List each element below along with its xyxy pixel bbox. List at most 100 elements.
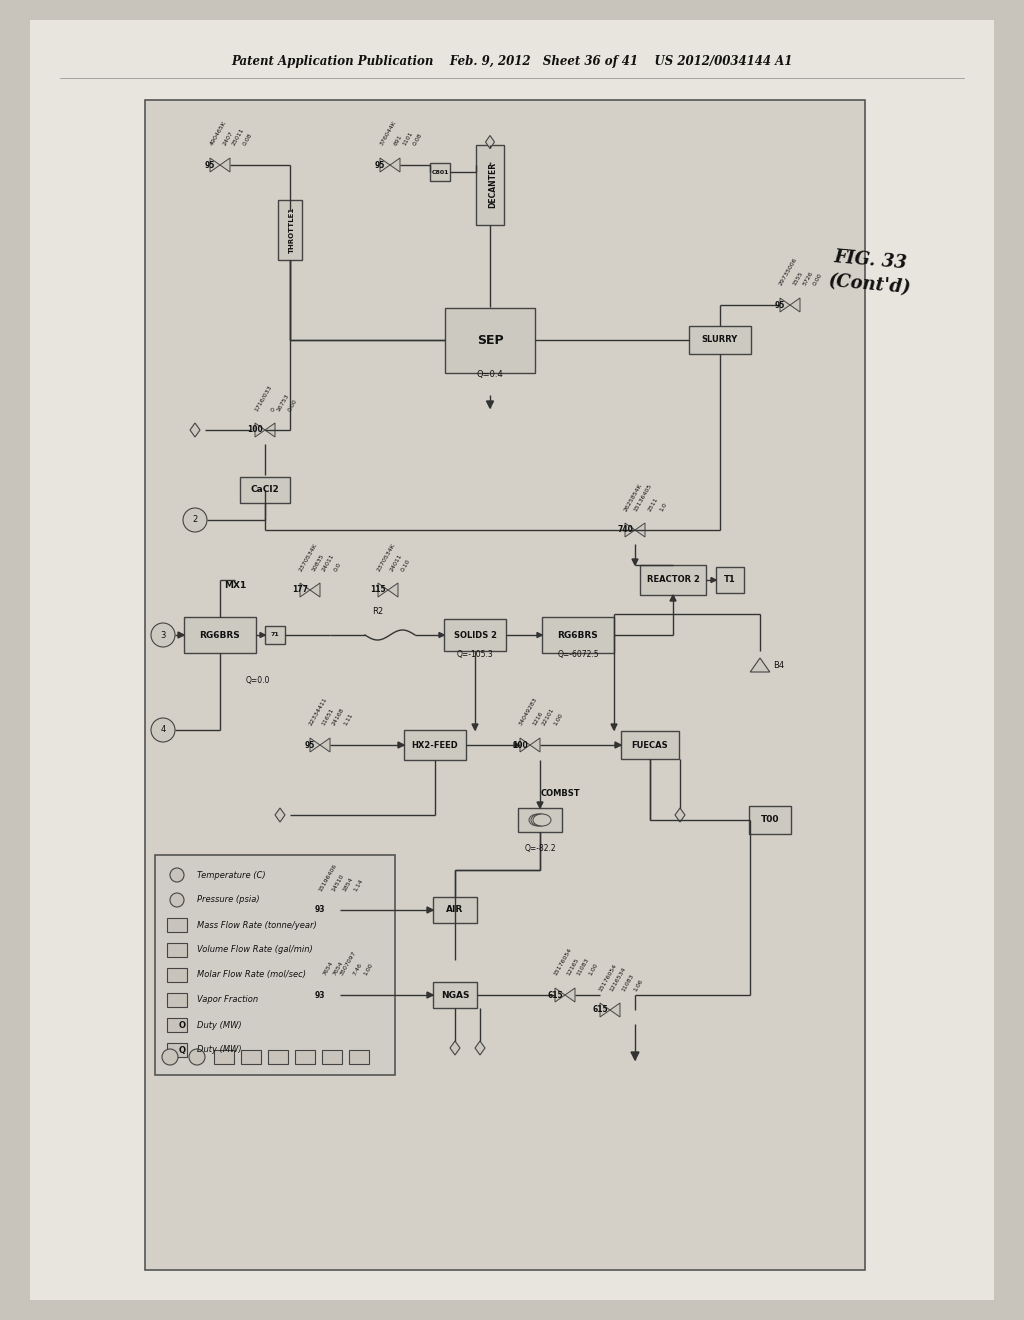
FancyBboxPatch shape — [167, 1043, 187, 1057]
Text: 615: 615 — [547, 990, 563, 999]
Text: 12165: 12165 — [566, 957, 580, 977]
Text: 1.06: 1.06 — [633, 978, 643, 993]
FancyBboxPatch shape — [240, 477, 290, 503]
FancyBboxPatch shape — [518, 808, 562, 832]
Text: 16753: 16753 — [275, 392, 290, 412]
Polygon shape — [310, 738, 319, 752]
Polygon shape — [300, 583, 310, 597]
Text: 1854: 1854 — [342, 876, 354, 892]
Text: 11083: 11083 — [621, 973, 635, 993]
Text: 10835: 10835 — [311, 553, 325, 572]
Text: SOLIDS 2: SOLIDS 2 — [454, 631, 497, 639]
Text: 100: 100 — [247, 425, 263, 434]
Text: 0.0: 0.0 — [334, 561, 343, 572]
Text: 2625854K: 2625854K — [623, 482, 643, 512]
FancyBboxPatch shape — [241, 1049, 261, 1064]
Polygon shape — [380, 158, 390, 172]
Polygon shape — [625, 523, 635, 537]
Polygon shape — [486, 401, 494, 408]
Polygon shape — [330, 987, 340, 1002]
Text: T00: T00 — [761, 816, 779, 825]
Text: 1716/033: 1716/033 — [253, 384, 272, 412]
Text: 0.00: 0.00 — [288, 397, 299, 412]
FancyBboxPatch shape — [542, 616, 614, 653]
FancyBboxPatch shape — [214, 1049, 234, 1064]
Circle shape — [170, 894, 184, 907]
FancyBboxPatch shape — [476, 145, 504, 224]
Polygon shape — [615, 742, 621, 748]
Text: Temperature (C): Temperature (C) — [197, 870, 265, 879]
Polygon shape — [537, 803, 543, 808]
Text: 24011: 24011 — [389, 553, 403, 572]
FancyBboxPatch shape — [184, 616, 256, 653]
FancyBboxPatch shape — [433, 898, 477, 923]
Polygon shape — [610, 1003, 620, 1016]
Circle shape — [183, 508, 207, 532]
Polygon shape — [635, 523, 645, 537]
Text: 24168: 24168 — [331, 708, 345, 727]
Polygon shape — [260, 632, 265, 638]
FancyBboxPatch shape — [444, 619, 506, 651]
Polygon shape — [319, 738, 330, 752]
Text: O: O — [179, 1020, 193, 1030]
Text: RG6BRS: RG6BRS — [558, 631, 598, 639]
Text: Pressure (psia): Pressure (psia) — [197, 895, 260, 904]
FancyBboxPatch shape — [433, 982, 477, 1008]
FancyBboxPatch shape — [167, 942, 187, 957]
Text: RG6BRS: RG6BRS — [200, 631, 241, 639]
Polygon shape — [751, 657, 770, 672]
Text: 95: 95 — [375, 161, 385, 169]
Text: 177: 177 — [292, 586, 308, 594]
Text: 100: 100 — [512, 741, 528, 750]
Text: 7654: 7654 — [332, 961, 344, 977]
Text: 15136405: 15136405 — [633, 482, 653, 512]
Polygon shape — [600, 1003, 610, 1016]
Text: 1216: 1216 — [531, 711, 544, 727]
Text: 115: 115 — [371, 586, 386, 594]
Text: Q: Q — [179, 1045, 193, 1055]
Polygon shape — [319, 903, 330, 917]
Text: 95: 95 — [305, 741, 315, 750]
Polygon shape — [310, 583, 319, 597]
Text: FIG. 33: FIG. 33 — [833, 248, 907, 272]
Text: Volume Flow Rate (gal/min): Volume Flow Rate (gal/min) — [197, 945, 312, 954]
Ellipse shape — [531, 814, 549, 826]
Text: 93: 93 — [314, 906, 326, 915]
Polygon shape — [537, 632, 542, 638]
Text: THROTTLE1: THROTTLE1 — [289, 207, 295, 253]
Text: 1.00: 1.00 — [362, 962, 374, 977]
Polygon shape — [427, 907, 433, 913]
FancyBboxPatch shape — [404, 730, 466, 760]
Text: 1.00: 1.00 — [588, 962, 599, 977]
Polygon shape — [632, 558, 638, 565]
Polygon shape — [388, 583, 398, 597]
Polygon shape — [790, 298, 800, 312]
Polygon shape — [780, 298, 790, 312]
FancyBboxPatch shape — [621, 731, 679, 759]
Polygon shape — [530, 738, 540, 752]
Text: 93: 93 — [314, 990, 326, 999]
Polygon shape — [398, 742, 404, 748]
FancyBboxPatch shape — [167, 968, 187, 982]
Text: 0.08: 0.08 — [413, 133, 424, 147]
FancyBboxPatch shape — [265, 626, 285, 644]
Polygon shape — [472, 723, 478, 730]
Text: COMBST: COMBST — [541, 788, 580, 797]
Text: 5726: 5726 — [802, 271, 814, 286]
Polygon shape — [611, 723, 617, 730]
Text: Q=-82.2: Q=-82.2 — [524, 843, 556, 853]
Text: REACTOR 2: REACTOR 2 — [646, 576, 699, 585]
Text: 3507097: 3507097 — [339, 950, 357, 977]
Text: DECANTER: DECANTER — [488, 162, 498, 209]
FancyBboxPatch shape — [278, 201, 302, 260]
Text: R2: R2 — [373, 607, 384, 616]
Polygon shape — [178, 632, 184, 638]
Text: MX1: MX1 — [224, 581, 246, 590]
Text: 24011: 24011 — [321, 553, 335, 572]
FancyBboxPatch shape — [30, 20, 994, 1300]
FancyBboxPatch shape — [167, 917, 187, 932]
FancyBboxPatch shape — [349, 1049, 369, 1064]
Polygon shape — [220, 158, 230, 172]
Text: 2370534K: 2370534K — [298, 543, 318, 572]
Polygon shape — [190, 422, 200, 437]
